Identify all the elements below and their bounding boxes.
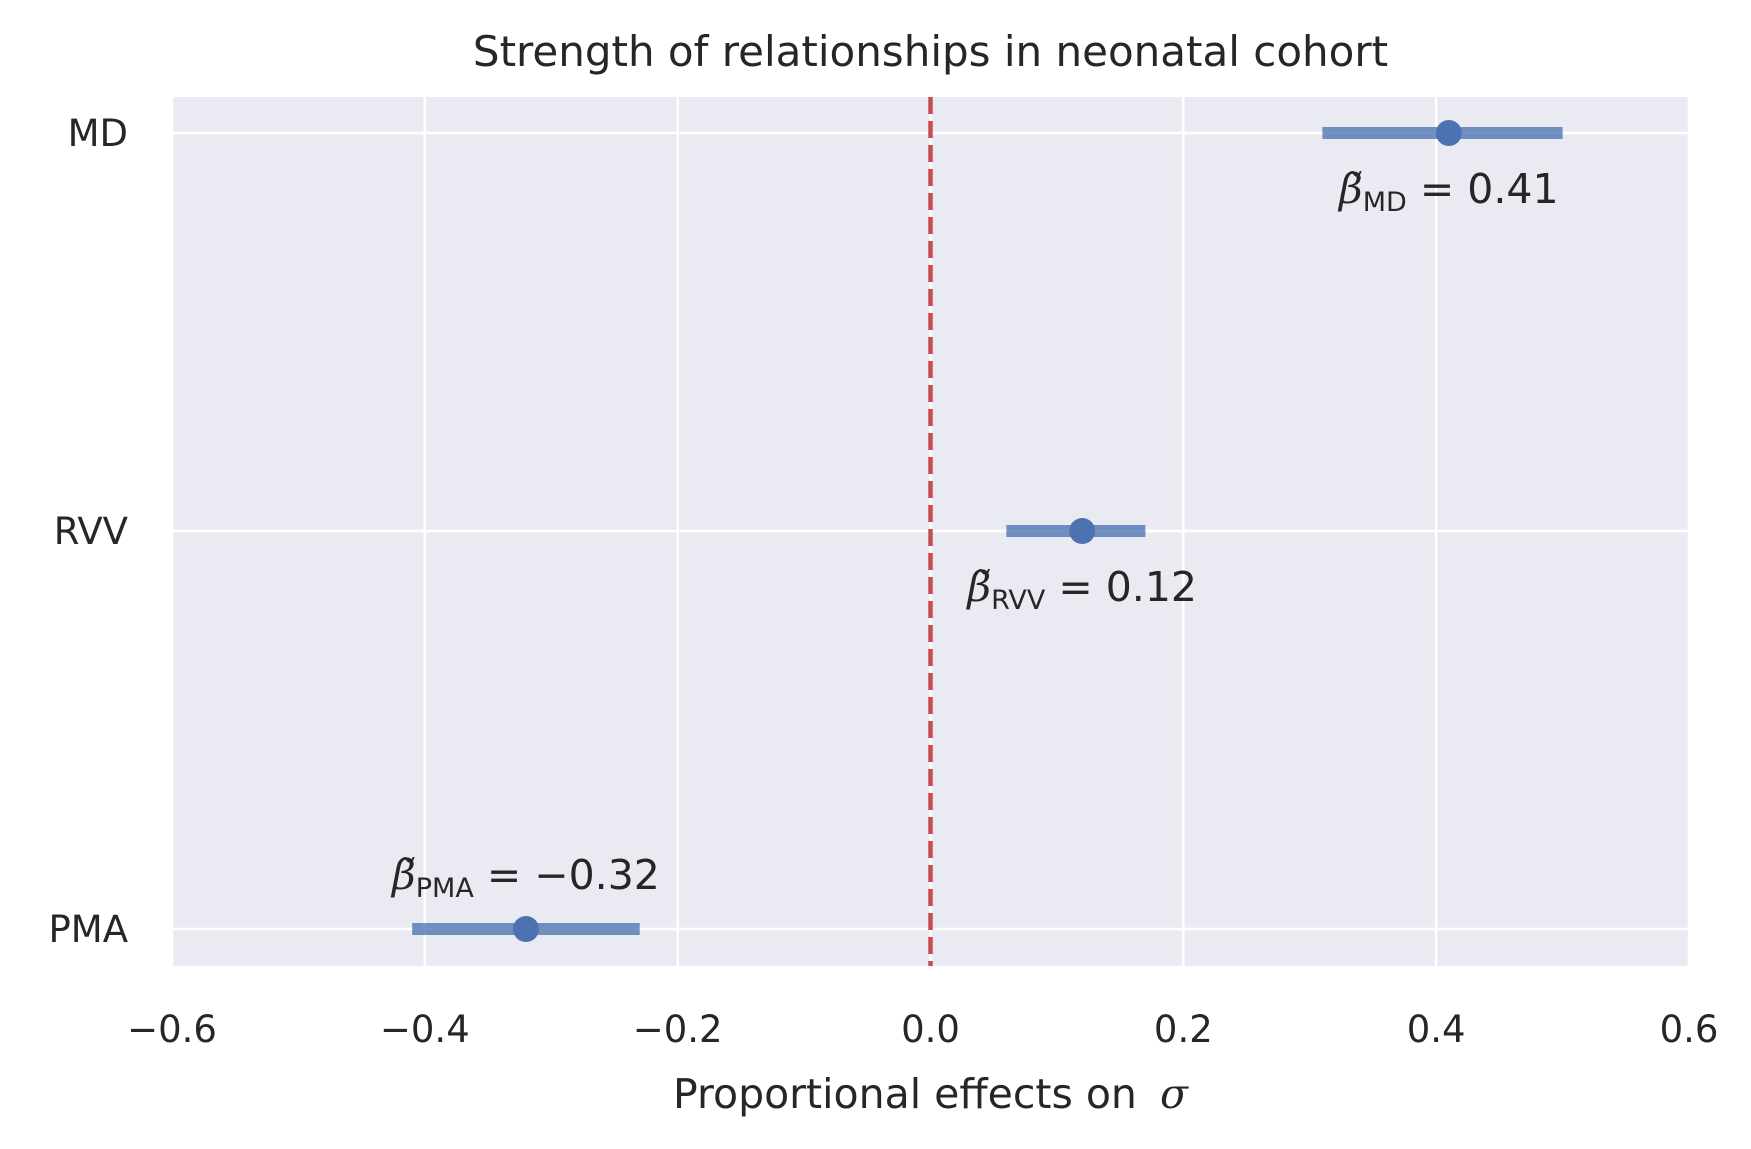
point-rvv xyxy=(1069,518,1096,544)
annotation-beta: β̃ xyxy=(965,563,991,611)
annotation-pma: β̃PMA = −0.32 xyxy=(390,851,660,904)
annotation-subscript: PMA xyxy=(416,873,475,904)
annotation-rvv: β̃RVV = 0.12 xyxy=(965,563,1197,616)
x-tick-label: 0.4 xyxy=(1407,1008,1466,1051)
data-marks: β̃MD = 0.41β̃RVV = 0.12β̃PMA = −0.32 xyxy=(390,120,1563,942)
x-axis-label-text: Proportional effects on xyxy=(673,1070,1137,1118)
annotation-subscript: RVV xyxy=(991,585,1046,616)
annotation-value: = 0.12 xyxy=(1045,563,1197,611)
point-pma xyxy=(512,916,539,942)
annotation-value: = 0.41 xyxy=(1407,165,1559,213)
x-tick-label: 0.6 xyxy=(1660,1008,1719,1051)
x-tick-label: −0.4 xyxy=(380,1008,470,1051)
y-tick-label: MD xyxy=(68,112,128,155)
annotation-beta: β̃ xyxy=(1337,165,1363,213)
x-tick-label: −0.6 xyxy=(127,1008,217,1051)
x-axis-label: Proportional effects on σ xyxy=(673,1070,1189,1118)
y-tick-label: PMA xyxy=(48,908,128,951)
annotation-subscript: MD xyxy=(1363,187,1407,218)
annotation-value: = −0.32 xyxy=(474,851,660,899)
y-tick-label: RVV xyxy=(54,510,128,553)
x-axis-label-sigma: σ xyxy=(1160,1070,1189,1118)
x-tick-label: 0.2 xyxy=(1154,1008,1213,1051)
axis-ticks: −0.6 −0.4 −0.2 0.0 0.2 0.4 0.6 MD RVV PMA xyxy=(48,112,1718,1051)
point-md xyxy=(1435,120,1462,146)
x-tick-label: −0.2 xyxy=(633,1008,723,1051)
annotation-md: β̃MD = 0.41 xyxy=(1337,165,1559,218)
chart-title: Strength of relationships in neonatal co… xyxy=(473,27,1388,76)
annotation-beta: β̃ xyxy=(390,851,416,899)
x-tick-label: 0.0 xyxy=(901,1008,960,1051)
